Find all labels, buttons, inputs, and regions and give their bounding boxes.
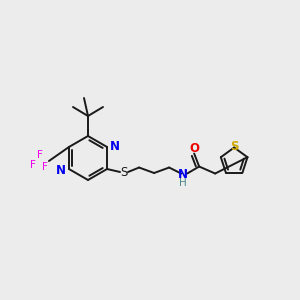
Text: O: O [189,142,199,155]
Text: F: F [30,160,36,170]
Text: N: N [56,164,66,176]
Text: S: S [230,140,239,153]
Text: H: H [179,178,187,188]
Text: F: F [42,162,48,172]
Text: S: S [120,167,128,179]
Text: N: N [178,168,188,181]
Text: F: F [37,150,43,160]
Text: N: N [110,140,120,152]
